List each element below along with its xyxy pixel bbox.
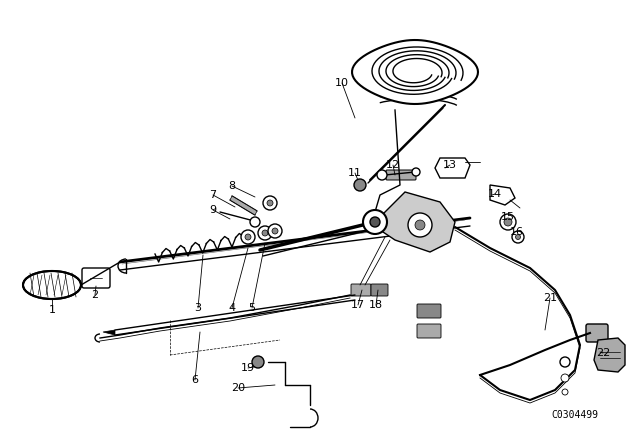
Circle shape xyxy=(267,200,273,206)
Circle shape xyxy=(241,230,255,244)
Text: 15: 15 xyxy=(501,212,515,222)
Circle shape xyxy=(258,226,272,240)
Text: 11: 11 xyxy=(348,168,362,178)
Text: 7: 7 xyxy=(209,190,216,200)
Polygon shape xyxy=(435,158,470,178)
Text: 22: 22 xyxy=(596,348,610,358)
FancyBboxPatch shape xyxy=(371,284,388,296)
Circle shape xyxy=(504,218,512,226)
Circle shape xyxy=(515,234,520,240)
Polygon shape xyxy=(352,40,478,104)
Text: 4: 4 xyxy=(228,303,236,313)
Circle shape xyxy=(262,230,268,236)
Circle shape xyxy=(363,210,387,234)
Circle shape xyxy=(562,389,568,395)
Text: 21: 21 xyxy=(543,293,557,303)
Text: 2: 2 xyxy=(92,290,99,300)
FancyBboxPatch shape xyxy=(417,304,441,318)
Text: C0304499: C0304499 xyxy=(552,410,598,420)
Polygon shape xyxy=(380,192,455,252)
FancyBboxPatch shape xyxy=(386,170,416,180)
Polygon shape xyxy=(103,330,115,335)
Polygon shape xyxy=(490,185,515,205)
Text: 19: 19 xyxy=(241,363,255,373)
Circle shape xyxy=(354,179,366,191)
Circle shape xyxy=(408,213,432,237)
Text: 14: 14 xyxy=(488,189,502,199)
FancyBboxPatch shape xyxy=(351,284,371,296)
Text: 17: 17 xyxy=(351,300,365,310)
Text: 10: 10 xyxy=(335,78,349,88)
Text: 9: 9 xyxy=(209,205,216,215)
Polygon shape xyxy=(594,338,625,372)
Text: 3: 3 xyxy=(195,303,202,313)
Text: 8: 8 xyxy=(228,181,236,191)
Text: 16: 16 xyxy=(510,227,524,237)
Circle shape xyxy=(250,217,260,227)
Circle shape xyxy=(561,374,569,382)
Circle shape xyxy=(412,168,420,176)
Text: 13: 13 xyxy=(443,160,457,170)
Text: 20: 20 xyxy=(231,383,245,393)
Circle shape xyxy=(560,357,570,367)
Circle shape xyxy=(377,170,387,180)
Polygon shape xyxy=(230,196,257,215)
Text: 1: 1 xyxy=(49,305,56,315)
Circle shape xyxy=(415,220,425,230)
Circle shape xyxy=(272,228,278,234)
Circle shape xyxy=(500,214,516,230)
Circle shape xyxy=(370,217,380,227)
Circle shape xyxy=(512,231,524,243)
Circle shape xyxy=(268,224,282,238)
Circle shape xyxy=(252,356,264,368)
FancyBboxPatch shape xyxy=(417,324,441,338)
FancyBboxPatch shape xyxy=(82,268,110,288)
Text: 18: 18 xyxy=(369,300,383,310)
Circle shape xyxy=(245,234,251,240)
FancyBboxPatch shape xyxy=(586,324,608,342)
Text: 5: 5 xyxy=(248,303,255,313)
Text: 6: 6 xyxy=(191,375,198,385)
Circle shape xyxy=(263,196,277,210)
Text: 12: 12 xyxy=(386,160,400,170)
